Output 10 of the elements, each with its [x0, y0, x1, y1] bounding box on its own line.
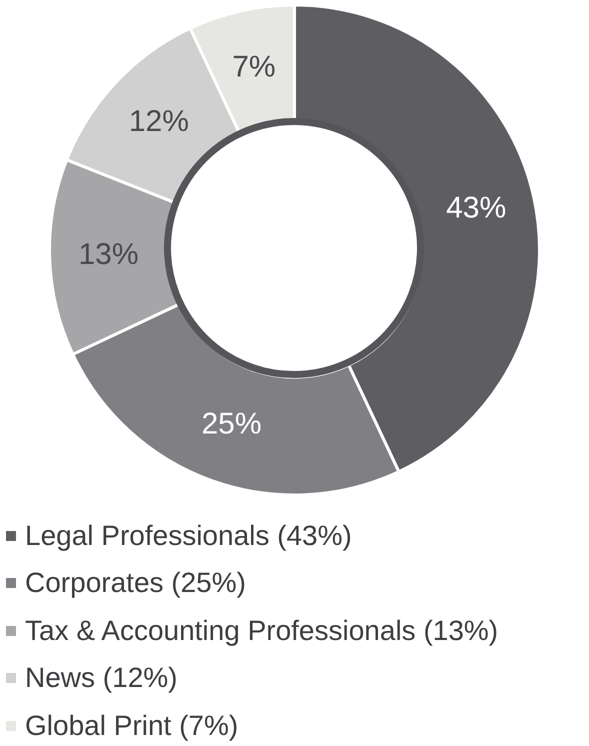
- legend-label: Legal Professionals (43%): [25, 520, 352, 552]
- data-label: 25%: [201, 407, 262, 440]
- legend-label: News (12%): [25, 662, 178, 694]
- legend-label: Corporates (25%): [25, 567, 246, 600]
- data-label: 13%: [78, 238, 139, 272]
- data-label: 12%: [128, 104, 189, 138]
- legend-label: Global Print (7%): [25, 710, 238, 742]
- data-label: 7%: [232, 50, 276, 84]
- legend-label: Tax & Accounting Professionals (13%): [25, 614, 498, 647]
- data-label: 43%: [446, 192, 506, 225]
